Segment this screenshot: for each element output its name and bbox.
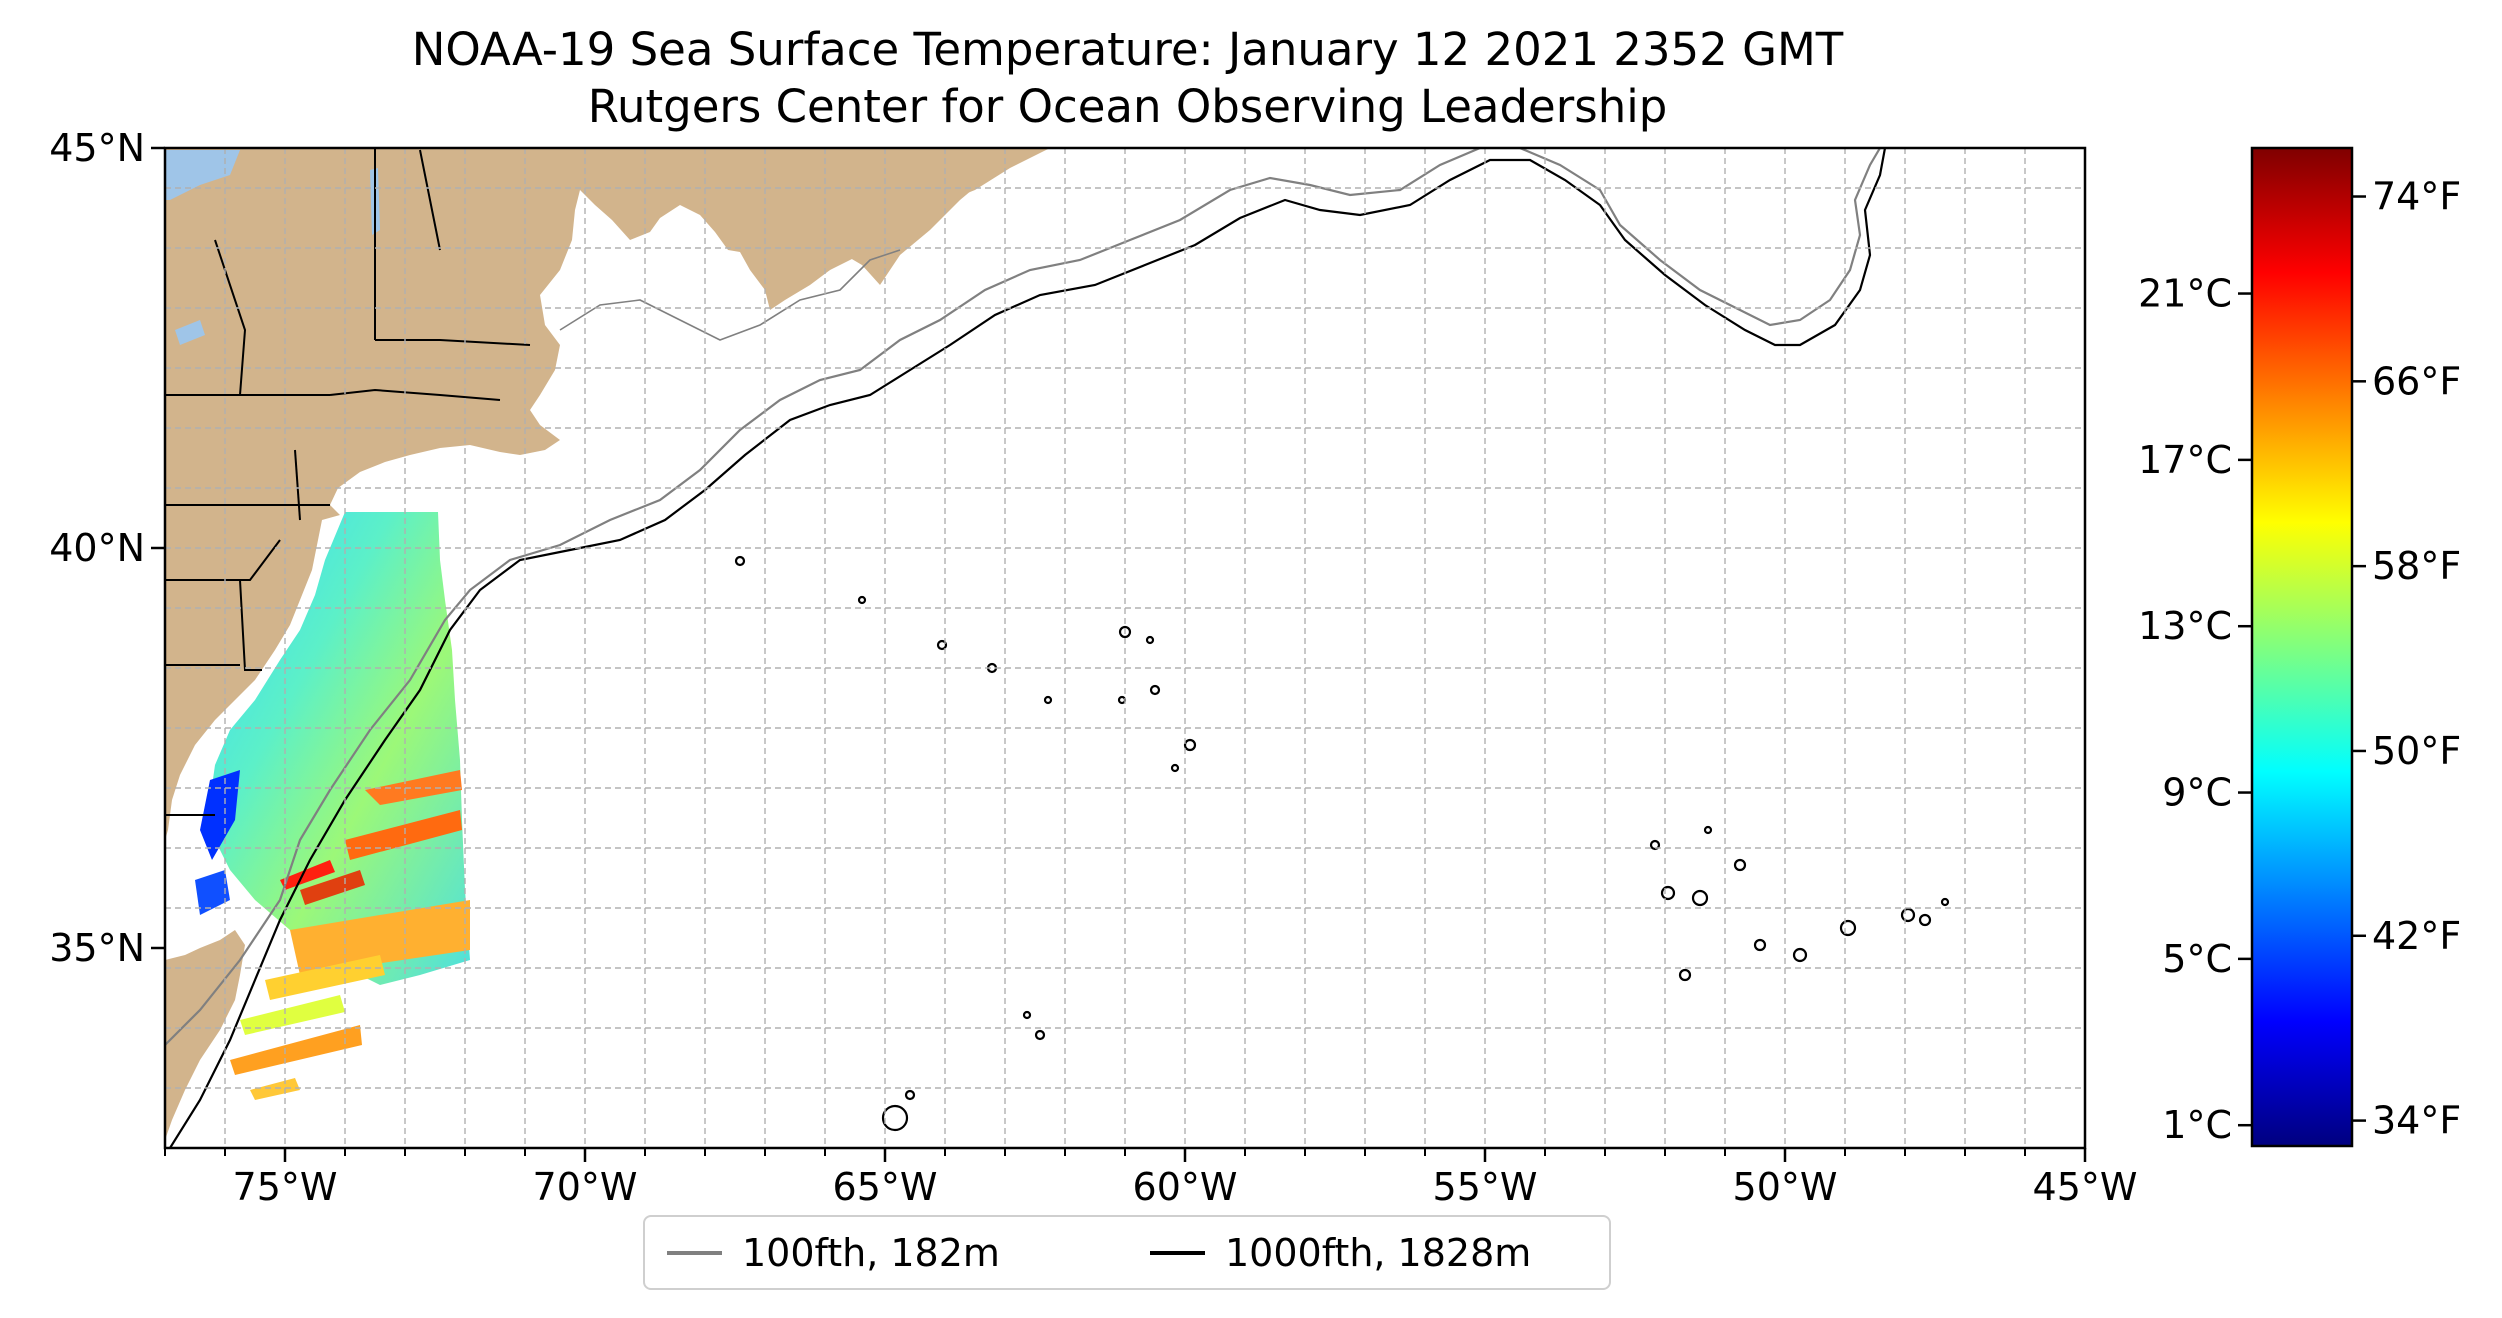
y-tick-label: 45°N <box>49 126 145 170</box>
colorbar-fahrenheit-label: 74°F <box>2372 175 2461 219</box>
legend: 100fth, 182m 1000fth, 1828m <box>643 1215 1611 1290</box>
y-tick-label: 35°N <box>49 926 145 970</box>
sst-cold-patch <box>195 870 230 915</box>
sst-warm-patch <box>300 870 365 905</box>
colorbar <box>2250 146 2354 1148</box>
x-tick-label: 65°W <box>833 1165 938 1209</box>
land-north-america <box>165 148 1050 840</box>
sst-warm-patch <box>265 955 385 1000</box>
x-tick-label: 60°W <box>1133 1165 1238 1209</box>
x-tick-label: 45°W <box>2033 1165 2138 1209</box>
gulf-of-maine-contour <box>559 249 901 341</box>
colorbar-celsius-label: 13°C <box>2138 604 2232 648</box>
lake <box>165 150 240 200</box>
colorbar-ticks: 1°C 5°C 9°C 13°C 17°C 21°C 34°F 42°F 50°F 58°F 66°… <box>2138 175 2461 1148</box>
x-tick-label: 55°W <box>1433 1165 1538 1209</box>
seamounts <box>734 555 1950 1132</box>
legend-label-1000fth: 1000fth, 1828m <box>1225 1231 1532 1275</box>
chart-title: NOAA-19 Sea Surface Temperature: January… <box>411 23 1844 76</box>
sst-warm-patch <box>365 770 462 805</box>
y-tick-label: 40°N <box>49 526 145 570</box>
sst-cold-patch <box>200 770 240 860</box>
sst-warm-patch <box>345 810 462 860</box>
gridlines <box>165 148 2085 1149</box>
x-tick-label: 75°W <box>233 1165 338 1209</box>
colorbar-fahrenheit-label: 66°F <box>2372 359 2461 403</box>
isobath-100fth <box>165 148 1481 1046</box>
isobath-1000fth <box>169 148 1887 1148</box>
colorbar-celsius-label: 1°C <box>2162 1103 2232 1147</box>
colorbar-celsius-label: 17°C <box>2138 438 2232 482</box>
legend-item-1000fth: 1000fth, 1828m <box>1150 1231 1531 1275</box>
isobath-100fth-east <box>1519 148 1881 327</box>
colorbar-fahrenheit-label: 58°F <box>2372 544 2461 588</box>
legend-line-1000fth <box>1150 1251 1205 1255</box>
colorbar-celsius-label: 5°C <box>2162 937 2232 981</box>
colorbar-celsius-label: 9°C <box>2162 771 2232 815</box>
axis-ticks: 75°W 70°W 65°W 60°W 55°W 50°W 45°W 45°N 40°N 35°N <box>49 126 2137 1209</box>
land-nova-scotia <box>805 148 1050 275</box>
legend-item-100fth: 100fth, 182m <box>667 1231 1000 1275</box>
x-tick-label: 50°W <box>1733 1165 1838 1209</box>
colorbar-fahrenheit-label: 42°F <box>2372 914 2461 958</box>
lake <box>175 320 205 345</box>
colorbar-celsius-label: 21°C <box>2138 272 2232 316</box>
sst-warm-patch <box>240 995 345 1035</box>
legend-line-100fth <box>667 1251 722 1255</box>
x-tick-label: 70°W <box>533 1165 638 1209</box>
sst-warm-patch <box>290 900 470 975</box>
colorbar-fahrenheit-label: 34°F <box>2372 1099 2461 1143</box>
chart-subtitle: Rutgers Center for Ocean Observing Leade… <box>587 80 1668 133</box>
sst-warm-patch <box>230 1025 362 1075</box>
legend-label-100fth: 100fth, 182m <box>742 1231 1000 1275</box>
sst-warm-patch <box>250 1078 300 1100</box>
sst-warm-patch <box>280 860 335 890</box>
colorbar-fahrenheit-label: 50°F <box>2372 729 2461 773</box>
